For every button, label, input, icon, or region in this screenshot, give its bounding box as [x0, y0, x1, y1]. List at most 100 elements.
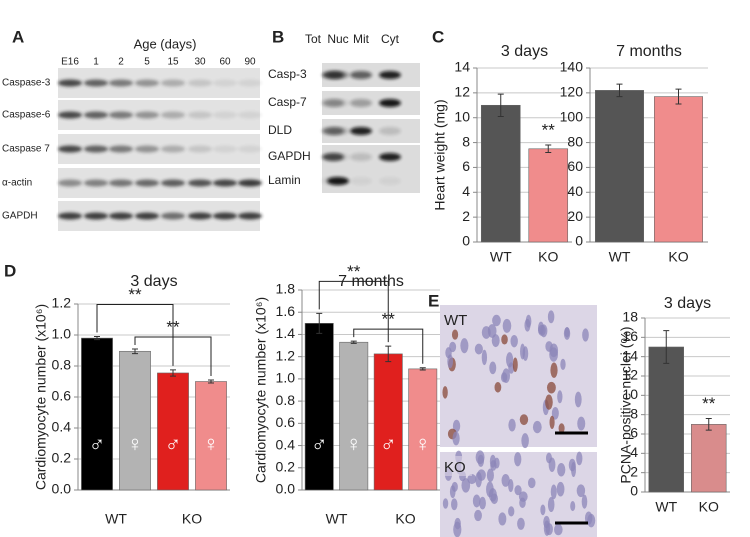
- nucleus: [490, 460, 497, 471]
- sex-symbol: ♀: [127, 431, 144, 456]
- nucleus: [477, 469, 486, 481]
- blot-band: [350, 177, 372, 185]
- row-label: Casp-3: [268, 67, 307, 81]
- nucleus: [508, 478, 514, 493]
- nucleus: [514, 485, 522, 496]
- blot-band: [238, 111, 262, 119]
- blot-band: [109, 145, 133, 153]
- nucleus: [518, 491, 528, 502]
- annotation: **: [166, 317, 180, 336]
- blot-band: [58, 212, 82, 220]
- blot-band: [213, 79, 237, 87]
- y-tick-label: 0.8: [52, 357, 72, 373]
- nucleus: [574, 391, 582, 408]
- nucleus: [576, 451, 583, 466]
- bracket: [96, 304, 174, 366]
- blot-band: [188, 145, 212, 153]
- sex-symbol: ♂: [165, 431, 182, 456]
- nucleus: [501, 334, 508, 345]
- error-bar: [94, 336, 100, 341]
- y-tick-label: 1.0: [276, 370, 296, 386]
- blot-band: [350, 71, 372, 79]
- nucleus: [498, 512, 507, 526]
- nucleus: [537, 324, 546, 336]
- blot-band: [213, 111, 237, 119]
- bar: [691, 424, 727, 493]
- y-axis-label: PCNA-positive nuclei (%): [618, 326, 634, 483]
- nucleus: [540, 504, 546, 516]
- blot-band: [213, 179, 237, 187]
- sex-symbol: ♀: [203, 431, 220, 456]
- lane-label: 15: [167, 57, 179, 68]
- nucleus: [547, 310, 555, 324]
- y-tick-label: 0.4: [52, 419, 72, 435]
- error-bar: [385, 345, 392, 363]
- nucleus: [479, 496, 486, 510]
- nucleus: [452, 431, 460, 446]
- nucleus: [488, 488, 497, 502]
- bar: [195, 381, 227, 491]
- blot-band: [350, 127, 372, 135]
- nucleus: [508, 506, 515, 517]
- blot-band: [238, 145, 262, 153]
- nucleus: [554, 523, 563, 536]
- blot-band: [327, 127, 349, 135]
- x-tick-label: KO: [538, 249, 558, 265]
- nucleus: [447, 354, 454, 369]
- label-bg: [0, 106, 56, 124]
- nucleus: [506, 352, 514, 368]
- blot-band: [109, 179, 133, 187]
- y-axis-label: Cardiomyocyte number (x10⁶): [33, 304, 49, 490]
- nucleus: [502, 318, 512, 333]
- blot-band: [238, 179, 262, 187]
- y-tick-label: 40: [567, 183, 583, 199]
- annotation: **: [128, 285, 142, 304]
- label-bg: [442, 456, 472, 476]
- blot-band: [135, 79, 159, 87]
- lane-label: 2: [118, 57, 124, 68]
- row-label: DLD: [268, 123, 292, 137]
- y-tick-label: 80: [567, 133, 583, 149]
- y-tick-label: 16: [622, 328, 638, 344]
- blot-band: [379, 71, 401, 79]
- blot-band: [109, 79, 133, 87]
- blot-band: [161, 179, 185, 187]
- x-tick-label: WT: [655, 499, 677, 515]
- y-tick-label: 20: [567, 208, 583, 224]
- nucleus: [452, 419, 461, 433]
- y-axis-label: Cardiomyocyte number (x10⁶): [253, 297, 269, 483]
- annotation: **: [702, 394, 716, 413]
- bar: [595, 90, 644, 243]
- nucleus: [551, 406, 559, 420]
- nucleus: [543, 520, 551, 536]
- row-label: Casp-7: [268, 95, 307, 109]
- y-tick-label: 14: [454, 59, 470, 75]
- nucleus: [560, 358, 566, 371]
- nucleus: [581, 494, 588, 509]
- nucleus: [467, 474, 477, 485]
- nucleus: [521, 433, 529, 449]
- blot-band: [58, 111, 82, 119]
- blot-band: [84, 145, 108, 153]
- nucleus: [550, 484, 557, 500]
- group-label: WT: [326, 511, 348, 527]
- nucleus: [528, 477, 536, 489]
- x-tick-label: WT: [609, 249, 631, 265]
- nucleus: [512, 357, 518, 373]
- y-tick-label: 4: [630, 444, 638, 460]
- row-label: Lamin: [268, 173, 301, 187]
- nucleus: [451, 498, 458, 511]
- blot-band: [84, 212, 108, 220]
- y-tick-label: 0.8: [276, 392, 296, 408]
- nucleus: [474, 509, 482, 522]
- nucleus: [508, 418, 516, 432]
- bar: [119, 350, 151, 491]
- y-tick-label: 1.2: [276, 347, 296, 363]
- nucleus: [451, 329, 459, 340]
- chart-title: 7 months: [616, 43, 682, 60]
- nucleus: [582, 328, 589, 342]
- blot-band: [84, 179, 108, 187]
- label-bg: [0, 74, 56, 92]
- label-bg: [0, 174, 56, 192]
